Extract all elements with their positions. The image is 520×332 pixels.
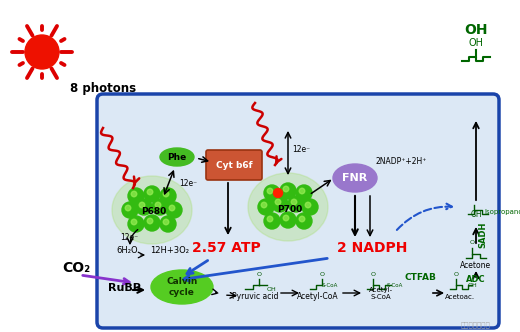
Text: S-CoA: S-CoA — [322, 283, 339, 288]
Text: FNR: FNR — [342, 173, 368, 183]
Circle shape — [128, 188, 144, 204]
Circle shape — [163, 219, 169, 225]
Circle shape — [144, 186, 160, 202]
Circle shape — [258, 199, 274, 215]
Text: CTFAB: CTFAB — [404, 273, 436, 282]
Text: O: O — [319, 272, 324, 277]
Circle shape — [291, 199, 297, 205]
Circle shape — [288, 196, 304, 212]
Circle shape — [128, 216, 144, 232]
Text: 12e⁻: 12e⁻ — [179, 180, 197, 189]
Circle shape — [131, 191, 137, 197]
Text: 12H+3O₂: 12H+3O₂ — [150, 246, 189, 255]
Text: OH: OH — [464, 23, 488, 37]
Text: S-CoA: S-CoA — [387, 283, 404, 288]
Circle shape — [283, 186, 289, 192]
Circle shape — [136, 199, 152, 215]
Circle shape — [283, 215, 289, 221]
Text: OH: OH — [468, 283, 478, 288]
Text: 12e⁻: 12e⁻ — [120, 233, 138, 242]
Circle shape — [160, 188, 176, 204]
Circle shape — [299, 188, 305, 194]
Ellipse shape — [333, 164, 377, 192]
Circle shape — [152, 199, 168, 215]
Circle shape — [267, 216, 273, 222]
Text: 2NADP⁺+2H⁺: 2NADP⁺+2H⁺ — [375, 157, 426, 167]
Text: 6H₂O: 6H₂O — [116, 246, 138, 255]
Text: RuBP: RuBP — [108, 283, 141, 293]
FancyBboxPatch shape — [206, 150, 262, 180]
Circle shape — [144, 215, 160, 231]
Text: ADC: ADC — [466, 275, 486, 284]
Circle shape — [147, 189, 153, 195]
Circle shape — [299, 216, 305, 222]
Circle shape — [264, 185, 280, 201]
Text: Calvin
cycle: Calvin cycle — [166, 277, 198, 297]
Text: 中国生物技术网: 中国生物技术网 — [460, 321, 490, 328]
Circle shape — [169, 205, 175, 211]
FancyBboxPatch shape — [97, 94, 499, 328]
Text: Isopropanol: Isopropanol — [484, 209, 520, 215]
Circle shape — [305, 202, 311, 208]
Circle shape — [274, 189, 282, 198]
Circle shape — [296, 213, 312, 229]
Circle shape — [296, 185, 312, 201]
Text: 12e⁻: 12e⁻ — [292, 145, 310, 154]
Text: Acetone: Acetone — [460, 261, 491, 270]
Text: O: O — [256, 272, 262, 277]
Text: 2 NADPH: 2 NADPH — [337, 241, 407, 255]
Circle shape — [155, 202, 161, 208]
Text: Pyruvic acid: Pyruvic acid — [232, 292, 278, 301]
Circle shape — [131, 219, 137, 225]
Circle shape — [147, 218, 153, 224]
Text: Acetoac.: Acetoac. — [445, 294, 475, 300]
Circle shape — [125, 205, 131, 211]
Polygon shape — [208, 152, 260, 178]
Text: CO₂: CO₂ — [62, 261, 90, 275]
Text: Phe: Phe — [167, 152, 187, 161]
Circle shape — [261, 202, 267, 208]
Circle shape — [280, 212, 296, 228]
Text: O: O — [470, 240, 475, 245]
Ellipse shape — [151, 270, 213, 304]
Text: Acetyl-
S-CoA: Acetyl- S-CoA — [369, 287, 393, 300]
Circle shape — [122, 202, 138, 218]
Text: OH: OH — [469, 38, 484, 48]
Circle shape — [267, 188, 273, 194]
Circle shape — [280, 183, 296, 199]
Text: SADH: SADH — [478, 222, 488, 248]
Text: OH: OH — [470, 210, 482, 219]
Text: Cyt b6f: Cyt b6f — [216, 160, 252, 170]
Circle shape — [166, 202, 182, 218]
Circle shape — [139, 202, 145, 208]
Circle shape — [264, 213, 280, 229]
Circle shape — [25, 35, 59, 69]
Text: O: O — [453, 272, 459, 277]
Text: O: O — [370, 272, 375, 277]
Circle shape — [275, 199, 281, 205]
Text: 2.57 ATP: 2.57 ATP — [192, 241, 261, 255]
Ellipse shape — [160, 148, 194, 166]
Text: Acetyl-CoA: Acetyl-CoA — [297, 292, 339, 301]
Text: P700: P700 — [277, 205, 303, 213]
Circle shape — [160, 216, 176, 232]
Text: P680: P680 — [141, 208, 166, 216]
Text: OH: OH — [267, 287, 277, 292]
Circle shape — [272, 196, 288, 212]
Ellipse shape — [248, 173, 328, 241]
Ellipse shape — [112, 176, 192, 244]
Circle shape — [163, 191, 169, 197]
Circle shape — [302, 199, 318, 215]
Text: 8 photons: 8 photons — [70, 82, 136, 95]
